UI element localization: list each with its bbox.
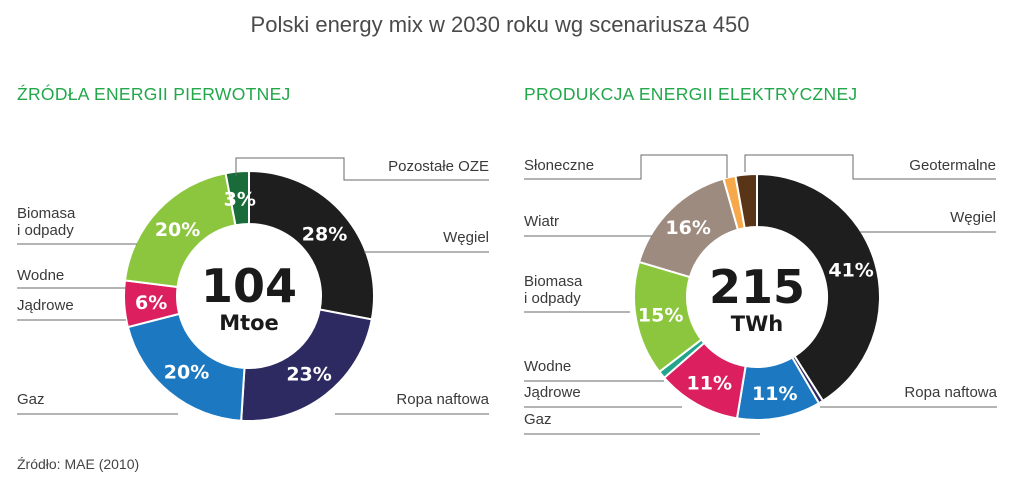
slice-wegiel [756, 172, 881, 403]
legend-label-gaz: Gaz [524, 411, 552, 428]
slice-label-wegiel: 41% [828, 259, 873, 281]
center-unit: TWh [731, 312, 783, 336]
callout-ropa-naftowa: Ropa naftowa [335, 391, 490, 415]
callout-ropa-naftowa: Ropa naftowa [820, 384, 998, 408]
callout-wegiel: Węgiel [860, 209, 996, 233]
callout-biomasa-i-odpady: Biomasa i odpady [524, 273, 630, 313]
primary-energy-heading: ŹRÓDŁA ENERGII PIERWOTNEJ [17, 84, 291, 104]
slice-label-wegiel: 28% [302, 223, 347, 245]
slice-label-biomasa-i-odpady: 20% [155, 219, 200, 241]
leader-line [744, 154, 996, 180]
slice-pozostale-oze [224, 169, 250, 227]
source-note: Źródło: MAE (2010) [17, 456, 140, 472]
legend-label-biomasa-i-odpady: Biomasa i odpady [17, 205, 76, 239]
slice-label-gaz: 11% [752, 383, 797, 405]
legend-label-ropa-naftowa: Ropa naftowa [396, 391, 489, 408]
callout-sloneczne: Słoneczne [524, 154, 728, 180]
slice-label-biomasa-i-odpady: 15% [638, 305, 683, 327]
callout-jadrowe: Jądrowe [17, 297, 126, 321]
legend-label-wegiel: Węgiel [950, 209, 996, 226]
legend-label-wodne: Wodne [17, 267, 64, 284]
slice-label-gaz: 20% [164, 361, 209, 383]
center-unit: Mtoe [219, 311, 279, 335]
legend-label-gaz: Gaz [17, 391, 45, 408]
slice-geotermalne [734, 172, 758, 230]
center-value: 104 [201, 259, 297, 313]
legend-label-jadrowe: Jądrowe [524, 384, 581, 401]
slice-label-jadrowe: 11% [687, 372, 732, 394]
leader-line [235, 157, 489, 181]
callout-wegiel: Węgiel [364, 229, 489, 253]
legend-label-biomasa-i-odpady: Biomasa i odpady [524, 273, 583, 307]
callout-pozostale-oze: Pozostałe OZE [235, 157, 489, 181]
callout-geotermalne: Geotermalne [744, 154, 996, 180]
legend-label-geotermalne: Geotermalne [909, 157, 996, 174]
callout-gaz: Gaz [17, 391, 178, 415]
legend-label-wiatr: Wiatr [524, 213, 559, 230]
slice-label-jadrowe: 6% [135, 292, 167, 314]
legend-label-sloneczne: Słoneczne [524, 157, 594, 174]
center-value: 215 [709, 260, 805, 314]
callout-biomasa-i-odpady: Biomasa i odpady [17, 205, 137, 245]
legend-label-wodne: Wodne [524, 358, 571, 375]
slice-ropa-naftowa [240, 308, 373, 422]
legend-label-wegiel: Węgiel [443, 229, 489, 246]
slice-wegiel [248, 169, 375, 321]
callout-gaz: Gaz [524, 411, 760, 435]
legend-label-jadrowe: Jądrowe [17, 297, 74, 314]
legend-label-ropa-naftowa: Ropa naftowa [904, 384, 997, 401]
legend-label-pozostale-oze: Pozostałe OZE [388, 158, 489, 175]
callout-wodne: Wodne [524, 358, 664, 382]
callout-wiatr: Wiatr [524, 213, 652, 237]
callout-wodne: Wodne [17, 267, 126, 289]
chart-title: Polski energy mix w 2030 roku wg scenari… [250, 12, 750, 37]
electricity-heading: PRODUKCJA ENERGII ELEKTRYCZNEJ [524, 84, 858, 104]
callout-jadrowe: Jądrowe [524, 384, 682, 408]
slice-label-pozostale-oze: 3% [224, 188, 256, 210]
slice-label-wiatr: 16% [665, 217, 710, 239]
leader-line [524, 154, 728, 180]
slice-label-ropa-naftowa: 23% [286, 363, 331, 385]
